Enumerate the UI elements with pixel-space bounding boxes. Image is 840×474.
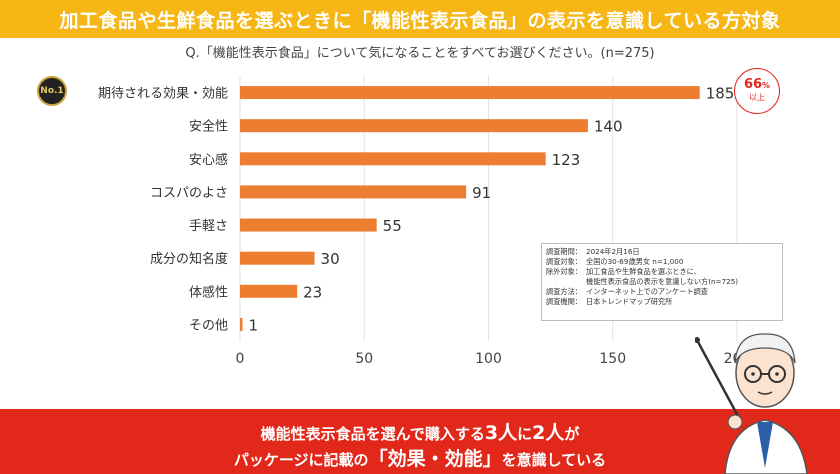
footer-l1-e: が	[564, 425, 580, 443]
badge-percent-row: 66%	[735, 78, 779, 93]
category-label: 成分の知名度	[150, 251, 228, 267]
survey-info-row: 調査期間： 2024年2月16日	[546, 247, 778, 257]
survey-info-key: 調査方法：	[546, 287, 582, 296]
bar	[240, 317, 243, 331]
footer-l1-d: 2人	[532, 422, 565, 444]
footer-l2-c: を意識している	[501, 451, 607, 469]
value-label: 30	[321, 250, 340, 268]
category-label: 安全性	[189, 119, 228, 135]
badge-sub: 以上	[749, 93, 765, 102]
footer-l1-b: 3人	[484, 422, 518, 444]
category-label: コスパのよさ	[150, 186, 228, 201]
survey-info-value: 加工食品や生鮮食品を選ぶときに、 機能性表示食品の表示を意識しない方(n=725…	[586, 267, 739, 286]
footer-l2-b: 「効果・効能」	[368, 448, 502, 470]
footer-line-1: 機能性表示食品を選んで購入する3人に2人が	[0, 418, 840, 445]
survey-info-value: 日本トレンドマップ研究所	[586, 297, 673, 306]
bar	[240, 218, 377, 232]
category-label: 期待される効果・効能	[98, 87, 228, 102]
question-text: Q.「機能性表示食品」について気になることをすべてお選びください。(n=275)	[185, 46, 655, 61]
category-label: 安心感	[189, 152, 228, 168]
survey-info-row: 調査機関： 日本トレンドマップ研究所	[546, 297, 778, 307]
value-label: 1	[248, 316, 258, 334]
survey-info-value: 全国の30-69歳男女 n=1,000	[586, 257, 684, 266]
x-tick-label: 100	[475, 351, 502, 367]
survey-info-key: 調査期間：	[546, 247, 582, 256]
survey-info-row: 調査対象： 全国の30-69歳男女 n=1,000	[546, 257, 778, 267]
medal-text: No.1	[40, 86, 64, 96]
value-label: 91	[472, 184, 491, 202]
survey-info-key: 調査対象：	[546, 257, 582, 266]
category-label: 体感性	[189, 284, 228, 300]
survey-info-key: 除外対象：	[546, 267, 582, 276]
bar	[240, 251, 315, 265]
category-label: 手軽さ	[189, 219, 228, 234]
footer-banner: 機能性表示食品を選んで購入する3人に2人が パッケージに記載の「効果・効能」を意…	[0, 409, 840, 474]
badge-unit: %	[762, 81, 771, 90]
badge-percent: 66	[743, 77, 763, 92]
value-label: 185	[706, 85, 735, 103]
bar	[240, 185, 467, 199]
no1-medal-icon: No.1	[37, 76, 67, 106]
footer-l1-c: に	[517, 425, 533, 443]
survey-info-value: インターネット上でのアンケート調査	[586, 287, 708, 296]
value-label: 23	[303, 283, 322, 301]
x-tick-label: 0	[236, 351, 245, 367]
footer-l1-a: 機能性表示食品を選んで購入する	[260, 425, 485, 443]
bar	[240, 119, 588, 133]
footer-l2-a: パッケージに記載の	[233, 451, 369, 469]
survey-info-value: 2024年2月16日	[586, 247, 640, 256]
x-tick-label: 150	[599, 351, 626, 367]
header-banner: 加工食品や生鮮食品を選ぶときに「機能性表示食品」の表示を意識している方対象	[0, 0, 840, 38]
x-tick-label: 50	[355, 351, 373, 367]
footer-line-2: パッケージに記載の「効果・効能」を意識している	[0, 444, 840, 471]
bar	[240, 152, 546, 166]
value-label: 55	[383, 217, 402, 235]
category-label: その他	[189, 318, 228, 333]
survey-info-row: 除外対象： 加工食品や生鮮食品を選ぶときに、 機能性表示食品の表示を意識しない方(…	[546, 267, 778, 287]
survey-info-key: 調査機関：	[546, 297, 582, 306]
header-title: 加工食品や生鮮食品を選ぶときに「機能性表示食品」の表示を意識している方対象	[59, 9, 781, 32]
bar	[240, 86, 700, 100]
survey-info-row: 調査方法： インターネット上でのアンケート調査	[546, 287, 778, 297]
survey-info-box: 調査期間： 2024年2月16日 調査対象： 全国の30-69歳男女 n=1,000 除…	[541, 243, 783, 321]
value-label: 123	[552, 151, 581, 169]
percent-badge: 66% 以上	[734, 68, 780, 114]
bar	[240, 284, 298, 298]
doctor-illustration-icon	[695, 333, 808, 474]
value-label: 140	[594, 118, 623, 136]
